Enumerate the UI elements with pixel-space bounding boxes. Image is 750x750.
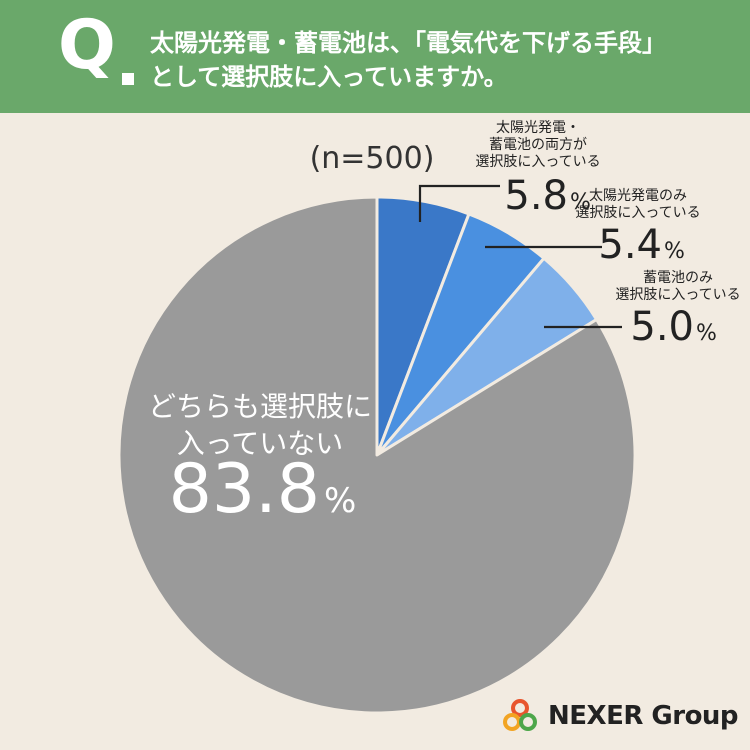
slice-label-1-line-3: 選択肢に入っている — [475, 154, 600, 170]
slice-label-3-line-1: 蓄電池のみ — [643, 270, 713, 286]
question-line-1: 太陽光発電・蓄電池は、「電気代を下げる手段」 — [150, 29, 666, 57]
question-header: Q 太陽光発電・蓄電池は、「電気代を下げる手段」 として選択肢に入っていますか。 — [0, 0, 750, 113]
slice-unit-1: % — [570, 190, 591, 215]
slice-unit-4: % — [324, 481, 356, 521]
slice-label-2-line-1: 太陽光発電のみ — [589, 188, 687, 204]
slice-value-4: 83.8 — [169, 450, 320, 529]
slice-value-1: 5.8 — [504, 173, 568, 219]
slice-value-2: 5.4 — [598, 222, 662, 268]
logo-text: NEXER Group — [548, 701, 739, 731]
sample-size-label: (n=500) — [310, 141, 435, 176]
question-text: 太陽光発電・蓄電池は、「電気代を下げる手段」 として選択肢に入っていますか。 — [150, 26, 730, 94]
q-dot — [122, 73, 134, 85]
slice-label-4-line-2: 入っていない — [177, 427, 344, 460]
leader-line-1 — [418, 184, 500, 222]
slice-unit-3: % — [696, 321, 717, 346]
slice-label-2-line-2: 選択肢に入っている — [575, 205, 700, 221]
pie-slice-4 — [117, 195, 637, 715]
slice-unit-2: % — [664, 239, 685, 264]
slice-label-1-line-1: 太陽光発電・ — [496, 120, 580, 136]
slice-label-1-line-2: 蓄電池の両方が — [489, 137, 587, 153]
rings-logo-icon — [503, 699, 537, 731]
slice-label-4-line-1: どちらも選択肢に — [148, 390, 372, 423]
nexer-logo: NEXER Group — [500, 696, 739, 736]
slice-value-3: 5.0 — [630, 304, 694, 350]
q-letter: Q — [58, 6, 116, 85]
question-line-2: として選択肢に入っていますか。 — [150, 63, 508, 91]
slice-label-3-line-2: 選択肢に入っている — [615, 287, 740, 303]
